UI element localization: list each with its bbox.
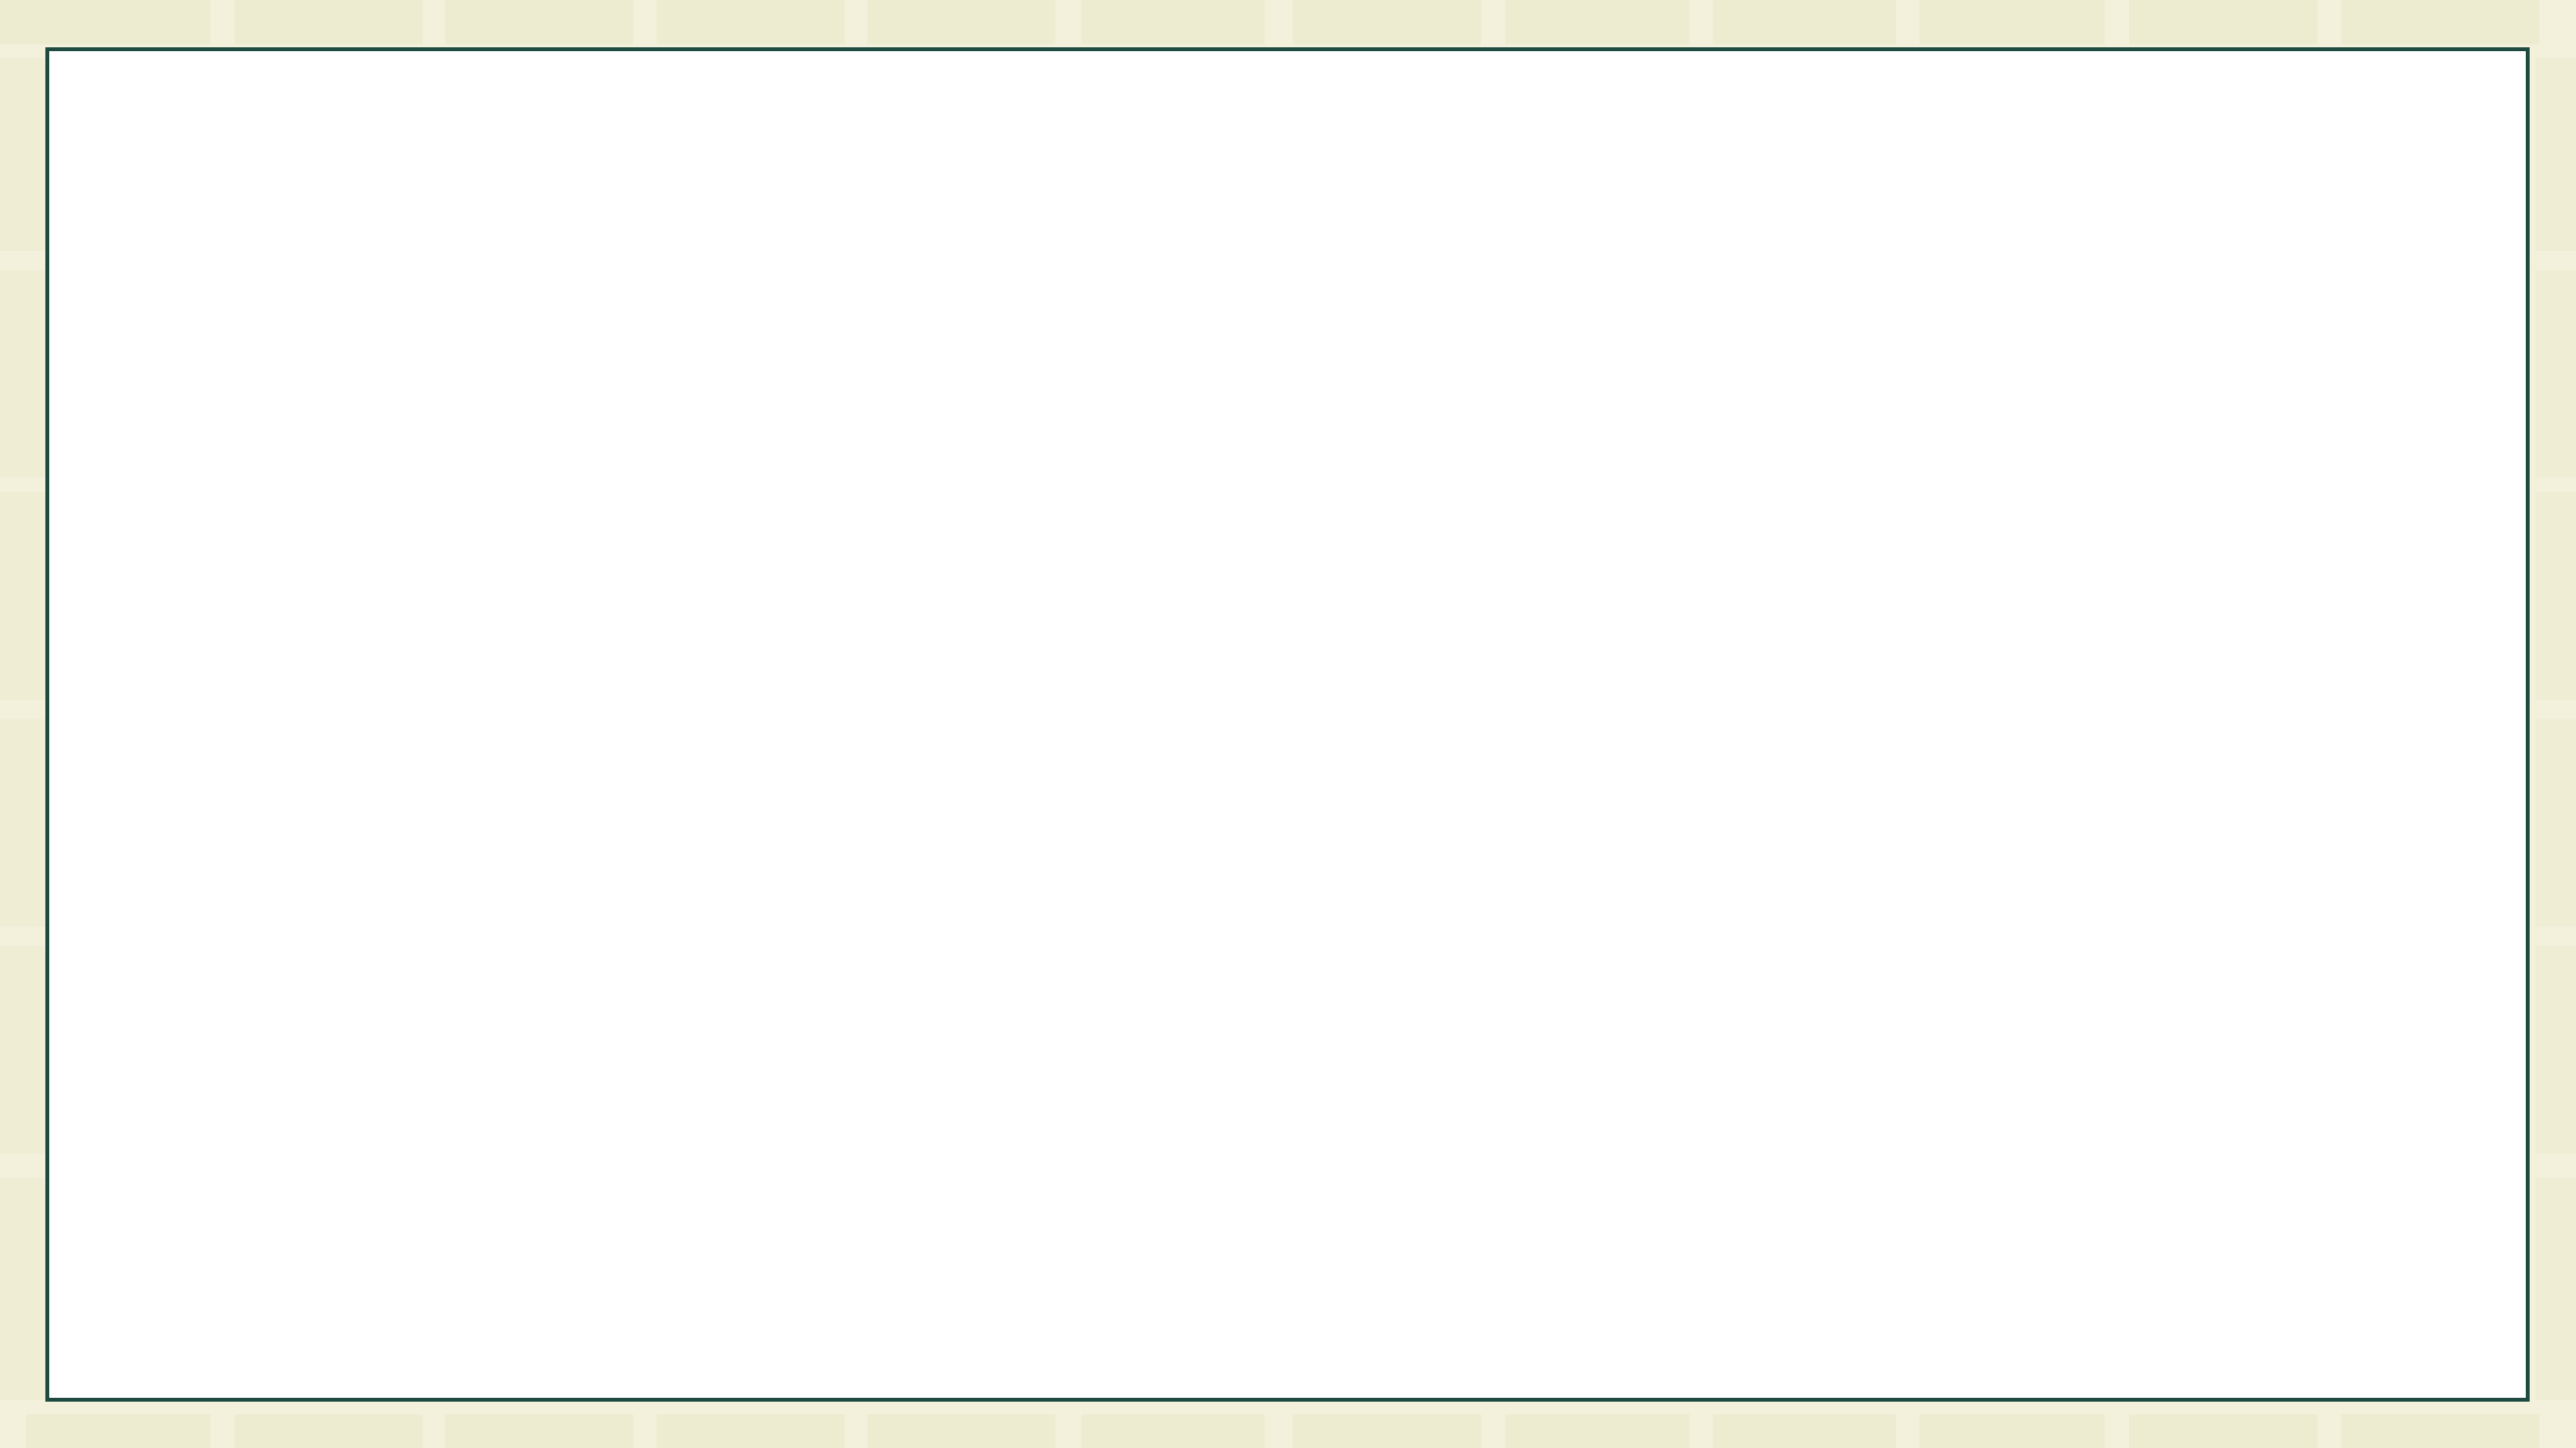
left-tile-border bbox=[0, 0, 46, 1448]
top-tile-border bbox=[0, 0, 2576, 44]
right-tile-border bbox=[2535, 0, 2576, 1448]
bottom-tile-border bbox=[0, 1414, 2576, 1448]
blank-content-frame bbox=[45, 47, 2530, 1402]
